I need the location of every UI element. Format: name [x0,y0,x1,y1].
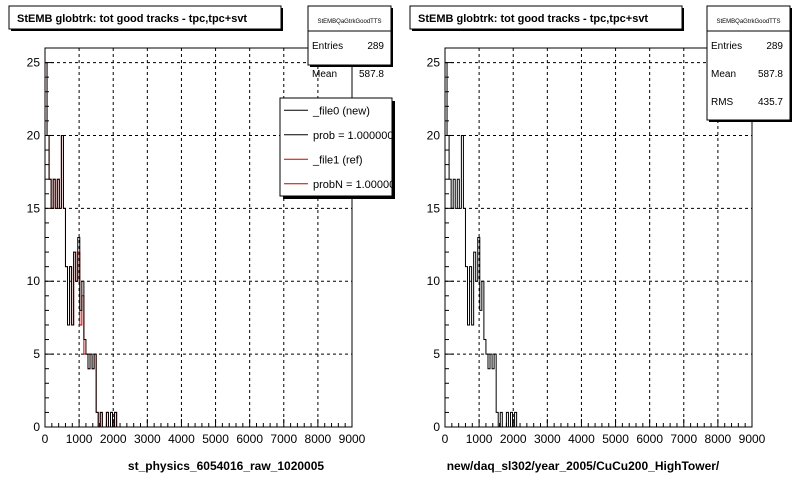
legend: _file0 (new) prob = 1.000000 _file1 (ref) p… [279,97,401,199]
y-tick-label: 15 [427,201,441,215]
stats-value-mean: 587.8 [758,69,783,80]
stats-label-entries: Entries [312,41,343,52]
legend-box [279,97,393,197]
x-tick-label: 7000 [270,432,297,446]
histogram-panel-right: 0 1000 2000 3000 4000 5000 6000 7000 8000 9000 0 5 1… [409,5,792,473]
y-tick-label: 10 [427,274,441,288]
stats-value-entries: 289 [367,41,384,52]
stats-box [307,5,392,66]
x-tick-label: 6000 [236,432,263,446]
x-tick-label: 3000 [134,432,161,446]
x-tick-label: 1000 [66,432,93,446]
x-tick-label: 0 [42,432,49,446]
legend-label: _file1 (ref) [312,154,363,166]
stats-label-entries: Entries [711,41,742,52]
stats-value-mean: 587.8 [359,69,384,80]
x-tick-label: 2000 [500,432,527,446]
x-tick-label: 5000 [602,432,629,446]
legend-label: _file0 (new) [312,105,370,117]
x-axis-label: st_physics_6054016_raw_1020005 [128,459,324,473]
x-tick-label: 6000 [636,432,663,446]
stats-label-mean: Mean [312,69,337,80]
histogram-series-main [444,62,752,428]
stats-value-entries: 289 [766,41,783,52]
x-tick-label: 5000 [202,432,229,446]
x-tick-label: 0 [442,432,449,446]
histogram-panel-left: 0 1000 2000 3000 4000 5000 6000 7000 8000 9000 0 5 1… [8,5,401,473]
y-tick-label: 25 [427,56,441,70]
plot-frame [444,47,753,428]
x-tick-label: 1000 [466,432,493,446]
title-box [8,5,282,30]
stats-box [706,5,791,121]
x-tick-label: 4000 [168,432,195,446]
x-tick-label: 9000 [739,432,766,446]
y-tick-label: 10 [27,274,41,288]
stats-name: StEMBQaGtrkGoodTTS [716,19,780,25]
x-tick-label: 8000 [305,432,332,446]
chart-title: StEMB globtrk: tot good tracks - tpc,tpc… [17,13,247,25]
y-tick-label: 5 [33,347,40,361]
y-tick-label: 15 [27,201,41,215]
y-tick-label: 0 [33,420,40,434]
y-tick-label: 0 [433,420,440,434]
y-tick-label: 20 [27,128,41,142]
y-tick-label: 20 [427,128,441,142]
title-box [409,5,683,30]
legend-entries: _file0 (new) prob = 1.000000 _file1 (ref) p… [284,105,401,191]
y-tick-label: 25 [27,56,41,70]
x-tick-label: 9000 [339,432,366,446]
stats-label-mean: Mean [711,69,736,80]
x-tick-label: 3000 [534,432,561,446]
x-tick-label: 2000 [100,432,127,446]
chart-title: StEMB globtrk: tot good tracks - tpc,tpc… [418,13,648,25]
legend-label: probN = 1.000000 [313,179,401,191]
x-tick-label: 4000 [568,432,595,446]
stats-name: StEMBQaGtrkGoodTTS [317,19,381,25]
stats-value-rms: 435.7 [758,97,783,108]
x-tick-label: 8000 [705,432,732,446]
legend-label: prob = 1.000000 [313,130,393,142]
x-axis-label: new/daq_sl302/year_2005/CuCu200_HighTowe… [447,459,720,473]
histogram-series-file0-new [44,62,352,428]
y-tick-label: 5 [433,347,440,361]
x-tick-label: 7000 [670,432,697,446]
stats-label-rms: RMS [711,97,734,108]
